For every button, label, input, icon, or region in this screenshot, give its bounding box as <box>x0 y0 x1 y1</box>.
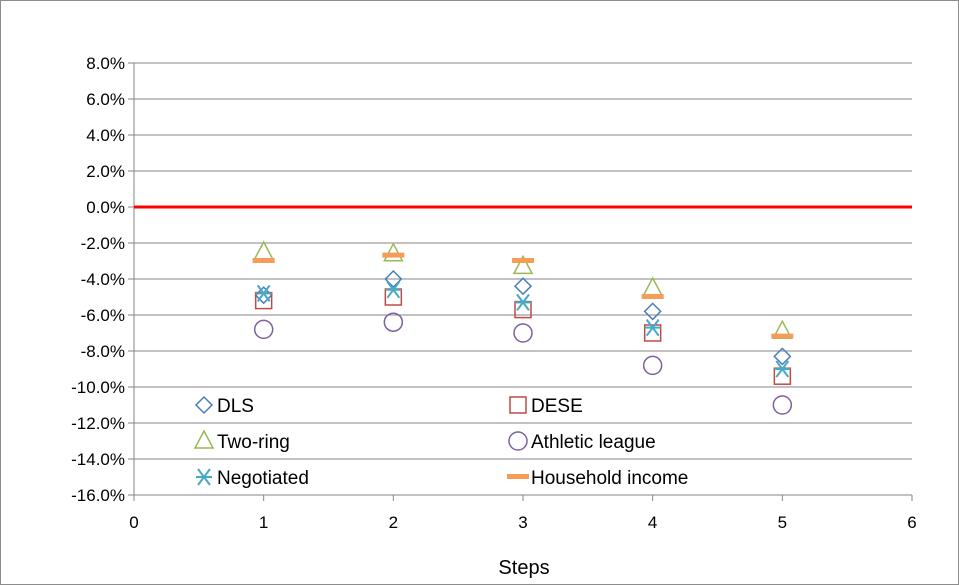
y-tick-label: -4.0% <box>81 270 125 289</box>
legend-label: DLS <box>217 396 254 417</box>
dash-marker-shape <box>382 252 405 258</box>
x-tick-label: 5 <box>778 513 787 532</box>
y-tick-label: 2.0% <box>86 162 125 181</box>
asterisk-stroke <box>645 319 660 337</box>
legend-label: DESE <box>531 396 583 417</box>
x-tick-label: 4 <box>648 513 657 532</box>
x-axis-title: Steps <box>498 557 549 579</box>
diamond-marker-shape <box>643 302 662 321</box>
legend-marker-two-ring <box>193 429 215 449</box>
y-tick-label: -10.0% <box>71 378 125 397</box>
point-negotiated <box>515 293 531 311</box>
point-dese <box>643 324 662 342</box>
point-athletic-league <box>772 395 793 415</box>
point-household-income <box>641 294 664 299</box>
point-dls <box>384 269 403 289</box>
legend-marker-dls <box>194 395 214 415</box>
point-two-ring <box>512 254 534 275</box>
point-negotiated <box>255 284 272 302</box>
point-negotiated <box>385 281 402 299</box>
legend-item-two-ring: Two-ring <box>193 429 290 453</box>
legend-label: Two-ring <box>217 432 290 453</box>
circle-marker-shape <box>513 323 533 343</box>
dash-marker-shape <box>771 333 794 339</box>
asterisk-stroke <box>516 293 530 311</box>
legend-item-negotiated: Negotiated <box>196 468 309 489</box>
legend-item-household-income: Household income <box>507 468 688 489</box>
point-dls <box>773 347 792 366</box>
legend: DLS DESE Two-ring Athletic league Negotiated… <box>193 395 688 489</box>
point-athletic-league <box>513 323 533 343</box>
y-tick-label: 6.0% <box>86 90 125 109</box>
y-tick-label: 0.0% <box>86 198 125 217</box>
circle-marker-shape <box>772 395 793 415</box>
legend-item-dese: DESE <box>509 396 583 417</box>
legend-label: Negotiated <box>217 468 309 489</box>
y-tick-label: 4.0% <box>86 126 125 145</box>
circle-marker-shape <box>508 431 528 451</box>
point-two-ring <box>642 276 663 296</box>
point-athletic-league <box>642 355 663 376</box>
y-tick-label: -6.0% <box>81 306 125 325</box>
asterisk-stroke <box>775 360 790 378</box>
marker-layer <box>252 240 794 415</box>
diamond-marker-shape <box>384 269 403 289</box>
point-athletic-league <box>253 319 274 340</box>
diamond-marker-shape <box>194 395 214 415</box>
dash-marker-shape <box>507 474 529 479</box>
triangle-marker-shape <box>253 240 274 260</box>
triangle-marker-shape <box>383 242 404 262</box>
asterisk-stroke <box>197 468 211 486</box>
square-marker-shape <box>509 396 527 414</box>
point-athletic-league <box>383 312 404 332</box>
x-tick-label: 2 <box>389 513 398 532</box>
legend-label: Athletic league <box>531 432 656 453</box>
point-household-income <box>252 258 275 263</box>
y-tick-label: -2.0% <box>81 234 125 253</box>
asterisk-stroke <box>256 284 271 302</box>
point-negotiated <box>774 360 791 378</box>
asterisk-stroke <box>386 281 401 299</box>
triangle-marker-shape <box>512 254 534 275</box>
y-tick-label: -16.0% <box>71 486 125 505</box>
point-dls <box>643 302 662 321</box>
circle-marker-shape <box>253 319 274 340</box>
point-dls <box>513 277 533 296</box>
diamond-marker-shape <box>513 277 533 296</box>
legend-marker-athletic-league <box>508 431 528 451</box>
legend-item-dls: DLS <box>194 395 254 417</box>
legend-marker-dese <box>509 396 527 414</box>
x-tick-label: 0 <box>129 513 138 532</box>
y-tick-label: -8.0% <box>81 342 125 361</box>
y-tick-label: 8.0% <box>86 54 125 73</box>
dash-marker-shape <box>512 258 534 263</box>
point-household-income <box>382 252 405 258</box>
triangle-marker-shape <box>193 429 215 449</box>
circle-marker-shape <box>383 312 404 332</box>
diamond-marker-shape <box>773 347 792 366</box>
x-tick-label: 6 <box>907 513 916 532</box>
legend-label: Household income <box>531 468 688 489</box>
dash-marker-shape <box>252 258 275 263</box>
dash-marker-shape <box>641 294 664 299</box>
point-two-ring <box>253 240 274 260</box>
x-tick-label: 1 <box>259 513 268 532</box>
x-tick-label: 3 <box>518 513 527 532</box>
point-two-ring <box>383 242 404 262</box>
y-tick-label: -14.0% <box>71 450 125 469</box>
legend-marker-household-income <box>507 474 529 479</box>
circle-marker-shape <box>642 355 663 376</box>
legend-marker-negotiated <box>196 468 212 486</box>
axis-layer: 8.0% 6.0% 4.0% 2.0% 0.0% -2.0% -4.0% -6.0% -8.0%… <box>71 54 917 532</box>
point-household-income <box>512 258 534 263</box>
point-negotiated <box>644 319 661 337</box>
square-marker-shape <box>643 324 662 342</box>
triangle-marker-shape <box>642 276 663 296</box>
y-tick-label: -12.0% <box>71 414 125 433</box>
legend-item-athletic-league: Athletic league <box>508 431 656 453</box>
point-household-income <box>771 333 794 339</box>
